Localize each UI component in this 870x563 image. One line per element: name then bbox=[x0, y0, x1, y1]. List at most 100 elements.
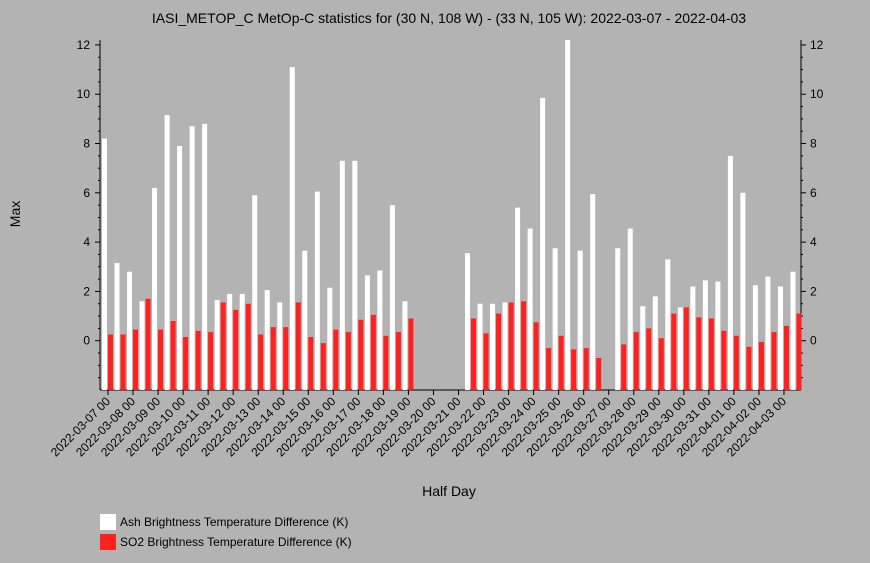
bar-ash bbox=[715, 281, 721, 390]
bar-so2 bbox=[708, 318, 714, 390]
bar-ash bbox=[465, 253, 471, 390]
bar-so2 bbox=[133, 329, 139, 390]
bar-ash bbox=[490, 303, 496, 390]
bar-so2 bbox=[783, 325, 789, 390]
bar-ash bbox=[727, 155, 733, 390]
bar-ash bbox=[102, 138, 107, 390]
bar-ash bbox=[552, 248, 558, 390]
bar-ash bbox=[239, 293, 245, 390]
bar-so2 bbox=[483, 333, 489, 390]
bar-ash bbox=[264, 290, 270, 390]
bar-ash bbox=[389, 205, 395, 390]
bar-ash bbox=[152, 187, 158, 390]
bar-so2 bbox=[158, 329, 164, 390]
bar-so2 bbox=[596, 357, 602, 390]
bar-so2 bbox=[120, 334, 126, 390]
y-tick-label-left: 2 bbox=[83, 284, 90, 298]
bar-so2 bbox=[621, 344, 627, 390]
bar-ash bbox=[740, 192, 746, 390]
bar-so2 bbox=[696, 317, 702, 390]
bar-ash bbox=[139, 301, 145, 390]
bar-ash bbox=[377, 270, 383, 390]
bar-so2 bbox=[333, 329, 339, 390]
bar-ash bbox=[590, 194, 596, 390]
y-tick-label-right: 2 bbox=[810, 284, 817, 298]
legend: Ash Brightness Temperature Difference (K… bbox=[100, 512, 352, 552]
bar-so2 bbox=[546, 348, 552, 390]
y-axis-label: Max bbox=[7, 201, 23, 227]
bar-so2 bbox=[733, 335, 739, 390]
y-tick-label-left: 6 bbox=[83, 186, 90, 200]
bar-so2 bbox=[796, 313, 802, 390]
bar-so2 bbox=[370, 314, 376, 390]
bar-ash bbox=[252, 195, 258, 390]
bar-so2 bbox=[145, 298, 151, 390]
bar-ash bbox=[515, 207, 521, 390]
bar-so2 bbox=[195, 330, 201, 390]
bar-so2 bbox=[383, 335, 389, 390]
bar-ash bbox=[677, 307, 683, 390]
bar-ash bbox=[202, 123, 208, 390]
y-tick-label-left: 12 bbox=[77, 38, 91, 52]
bar-so2 bbox=[245, 303, 251, 390]
bar-so2 bbox=[320, 343, 326, 390]
bar-so2 bbox=[658, 338, 664, 390]
y-tick-label-right: 6 bbox=[810, 186, 817, 200]
bar-ash bbox=[114, 263, 120, 390]
bar-ash bbox=[790, 271, 796, 390]
bar-so2 bbox=[533, 322, 539, 390]
bar-ash bbox=[690, 286, 696, 390]
bar-so2 bbox=[170, 320, 176, 390]
bar-ash bbox=[164, 115, 170, 390]
bar-ash bbox=[339, 160, 345, 390]
bar-ash bbox=[352, 160, 358, 390]
bar-so2 bbox=[233, 309, 239, 390]
bar-ash bbox=[289, 67, 295, 391]
bar-so2 bbox=[208, 332, 214, 390]
legend-label-so2: SO2 Brightness Temperature Difference (K… bbox=[120, 535, 352, 549]
legend-item-so2: SO2 Brightness Temperature Difference (K… bbox=[100, 532, 352, 552]
bar-ash bbox=[752, 285, 758, 390]
bar-ash bbox=[227, 293, 233, 390]
y-tick-label-right: 12 bbox=[810, 38, 824, 52]
bar-so2 bbox=[571, 349, 577, 390]
bar-ash bbox=[777, 286, 783, 390]
bar-so2 bbox=[345, 332, 351, 390]
bar-so2 bbox=[258, 334, 264, 390]
bar-ash bbox=[627, 228, 633, 390]
bar-so2 bbox=[771, 332, 777, 390]
bar-so2 bbox=[358, 319, 364, 390]
bar-ash bbox=[364, 275, 370, 390]
bar-so2 bbox=[308, 337, 314, 390]
y-tick-label-left: 0 bbox=[83, 334, 90, 348]
bar-so2 bbox=[496, 313, 502, 390]
y-tick-label-left: 4 bbox=[83, 235, 90, 249]
bar-so2 bbox=[183, 337, 189, 390]
bar-so2 bbox=[395, 332, 401, 390]
y-tick-label-right: 4 bbox=[810, 235, 817, 249]
y-tick-label-right: 10 bbox=[810, 87, 824, 101]
legend-swatch-ash bbox=[100, 514, 116, 530]
bar-ash bbox=[277, 302, 283, 390]
bar-ash bbox=[540, 97, 546, 390]
bar-ash bbox=[665, 259, 671, 390]
bar-so2 bbox=[671, 313, 677, 390]
bar-ash bbox=[127, 271, 133, 390]
bar-so2 bbox=[758, 341, 764, 390]
bar-ash bbox=[640, 306, 646, 390]
bar-so2 bbox=[521, 301, 527, 390]
x-axis-label: Half Day bbox=[422, 483, 476, 499]
bar-so2 bbox=[295, 302, 301, 390]
bar-so2 bbox=[646, 328, 652, 390]
bar-so2 bbox=[633, 332, 639, 390]
bar-so2 bbox=[408, 318, 414, 390]
bar-so2 bbox=[746, 346, 752, 390]
bar-ash bbox=[652, 296, 658, 390]
bar-ash bbox=[615, 248, 621, 390]
bar-ash bbox=[214, 300, 220, 390]
bar-ash bbox=[477, 303, 483, 390]
legend-item-ash: Ash Brightness Temperature Difference (K… bbox=[100, 512, 352, 532]
bar-ash bbox=[502, 302, 508, 390]
bar-ash bbox=[302, 250, 308, 390]
